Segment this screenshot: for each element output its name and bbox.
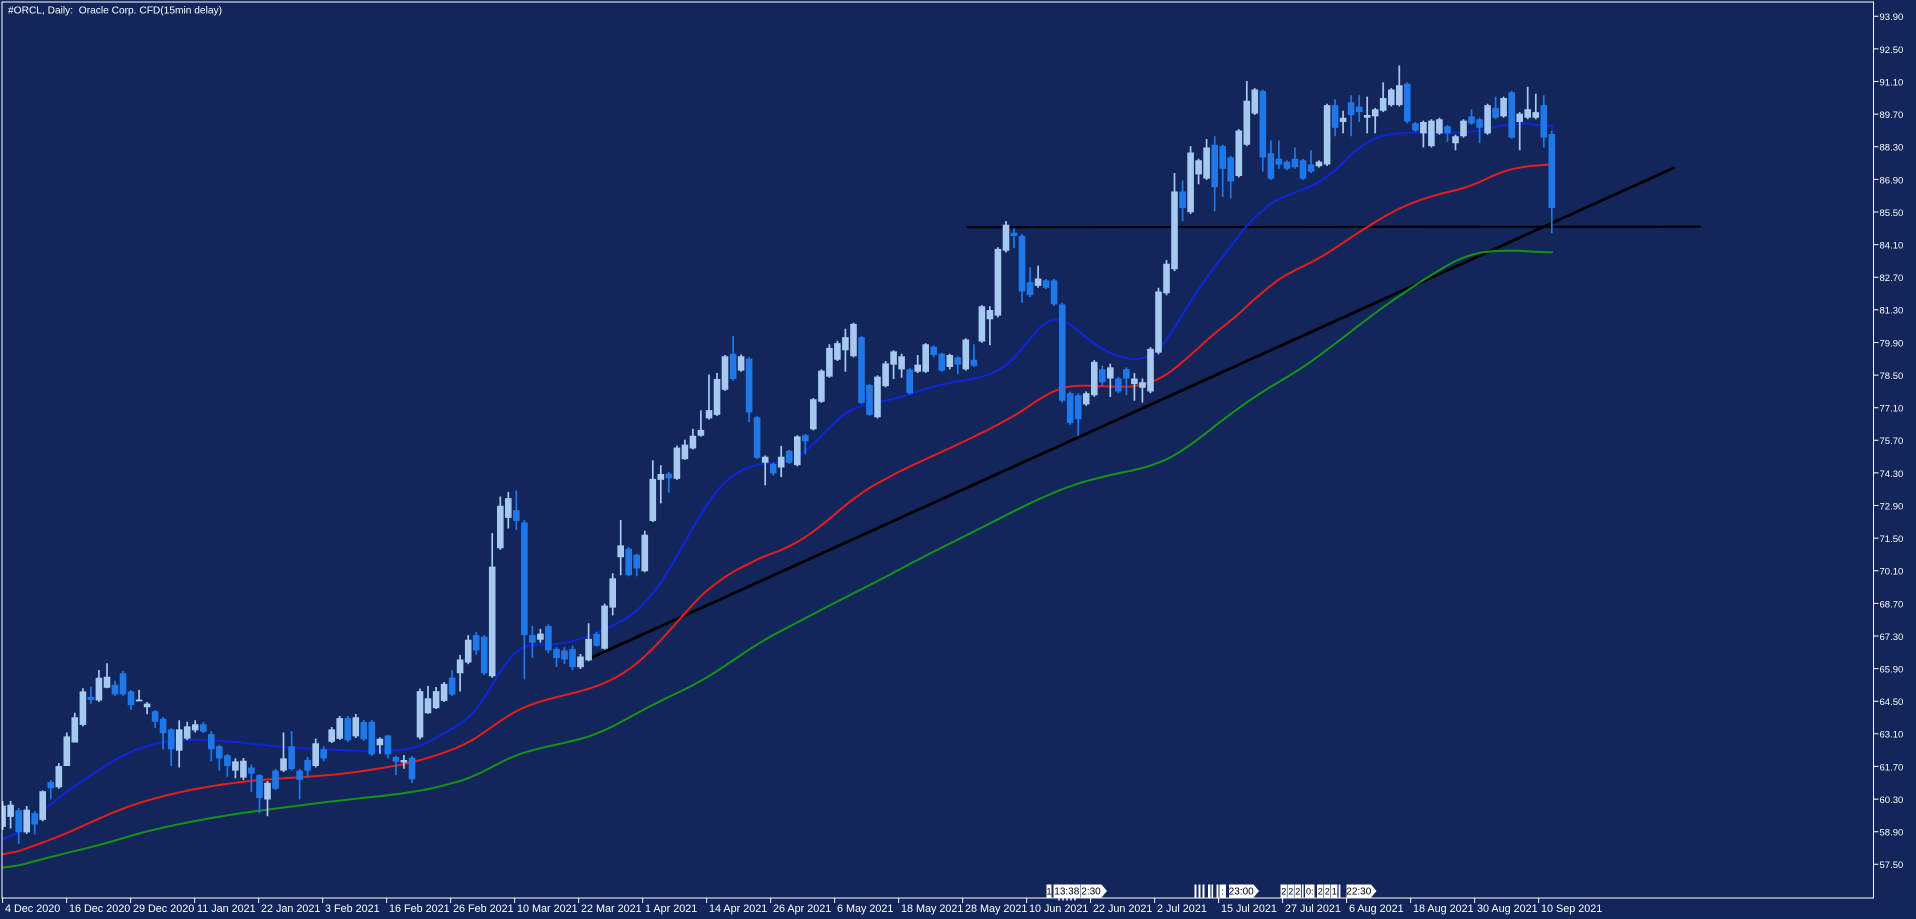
svg-text:63.10: 63.10 xyxy=(1880,730,1904,741)
svg-text:91.10: 91.10 xyxy=(1880,77,1904,88)
svg-text:2: 2 xyxy=(1288,887,1293,897)
svg-text:89.70: 89.70 xyxy=(1880,110,1904,121)
svg-text:22:30: 22:30 xyxy=(1346,887,1371,898)
svg-text:68.70: 68.70 xyxy=(1880,599,1904,610)
svg-text:81.30: 81.30 xyxy=(1880,306,1904,317)
svg-text:10 Jun 2021: 10 Jun 2021 xyxy=(1029,903,1088,915)
svg-text:92.50: 92.50 xyxy=(1880,45,1904,56)
svg-text:86.90: 86.90 xyxy=(1880,175,1904,186)
svg-text:70.10: 70.10 xyxy=(1880,567,1904,578)
svg-text::: : xyxy=(1222,887,1225,897)
svg-text:1 Apr 2021: 1 Apr 2021 xyxy=(645,903,697,915)
svg-text:77.10: 77.10 xyxy=(1880,404,1904,415)
svg-text:64.50: 64.50 xyxy=(1880,697,1904,708)
svg-text:84.10: 84.10 xyxy=(1880,241,1904,252)
svg-text:88.30: 88.30 xyxy=(1880,143,1904,154)
svg-text:67.30: 67.30 xyxy=(1880,632,1904,643)
svg-text:65.90: 65.90 xyxy=(1880,665,1904,676)
svg-text:85.50: 85.50 xyxy=(1880,208,1904,219)
svg-text:2: 2 xyxy=(1325,887,1330,897)
svg-text:16 Feb 2021: 16 Feb 2021 xyxy=(389,903,450,915)
svg-text:#ORCL, Daily: Oracle Corp. CF: #ORCL, Daily: Oracle Corp. CFD(15min del… xyxy=(8,6,222,17)
svg-text:71.50: 71.50 xyxy=(1880,534,1904,545)
svg-text:23:00: 23:00 xyxy=(1229,887,1254,898)
svg-text:10 Sep 2021: 10 Sep 2021 xyxy=(1541,903,1602,915)
svg-text:2: 2 xyxy=(1295,887,1300,897)
svg-text:13:38: 13:38 xyxy=(1054,887,1079,898)
svg-text:3 Feb 2021: 3 Feb 2021 xyxy=(325,903,380,915)
svg-text:29 Dec 2020: 29 Dec 2020 xyxy=(133,903,194,915)
svg-text:58.90: 58.90 xyxy=(1880,828,1904,839)
svg-text:30 Aug 2021: 30 Aug 2021 xyxy=(1477,903,1538,915)
svg-text:72.90: 72.90 xyxy=(1880,501,1904,512)
svg-text:2: 2 xyxy=(1281,887,1286,897)
svg-text:11 Jan 2021: 11 Jan 2021 xyxy=(197,903,256,915)
svg-text:61.70: 61.70 xyxy=(1880,762,1904,773)
svg-text:15 Jul 2021: 15 Jul 2021 xyxy=(1221,903,1277,915)
svg-text:22 Mar 2021: 22 Mar 2021 xyxy=(581,903,642,915)
svg-text:1: 1 xyxy=(1046,887,1051,897)
svg-text:74.30: 74.30 xyxy=(1880,469,1904,480)
svg-text:22 Jun 2021: 22 Jun 2021 xyxy=(1093,903,1152,915)
svg-text:4 Dec 2020: 4 Dec 2020 xyxy=(5,903,60,915)
svg-text:18 Aug 2021: 18 Aug 2021 xyxy=(1413,903,1474,915)
svg-text:60.30: 60.30 xyxy=(1880,795,1904,806)
svg-text:2: 2 xyxy=(1318,887,1323,897)
svg-text:79.90: 79.90 xyxy=(1880,338,1904,349)
svg-text:10 Mar 2021: 10 Mar 2021 xyxy=(517,903,578,915)
svg-text:18 May 2021: 18 May 2021 xyxy=(901,903,963,915)
svg-text:16 Dec 2020: 16 Dec 2020 xyxy=(69,903,130,915)
svg-text:26 Feb 2021: 26 Feb 2021 xyxy=(453,903,514,915)
svg-text:6 May 2021: 6 May 2021 xyxy=(837,903,893,915)
svg-text:14 Apr 2021: 14 Apr 2021 xyxy=(709,903,767,915)
svg-text:93.90: 93.90 xyxy=(1880,12,1904,23)
svg-text:6 Aug 2021: 6 Aug 2021 xyxy=(1349,903,1404,915)
svg-text:1: 1 xyxy=(1332,887,1337,897)
svg-text:78.50: 78.50 xyxy=(1880,371,1904,382)
svg-text:75.70: 75.70 xyxy=(1880,436,1904,447)
svg-text:82.70: 82.70 xyxy=(1880,273,1904,284)
svg-text:2:30: 2:30 xyxy=(1081,887,1101,898)
svg-text:2 Jul 2021: 2 Jul 2021 xyxy=(1157,903,1207,915)
svg-text:26 Apr 2021: 26 Apr 2021 xyxy=(773,903,831,915)
svg-text:28 May 2021: 28 May 2021 xyxy=(965,903,1027,915)
svg-text:0:: 0: xyxy=(1306,887,1314,897)
svg-text:27 Jul 2021: 27 Jul 2021 xyxy=(1285,903,1341,915)
svg-text:57.50: 57.50 xyxy=(1880,860,1904,871)
svg-text:22 Jan 2021: 22 Jan 2021 xyxy=(261,903,320,915)
